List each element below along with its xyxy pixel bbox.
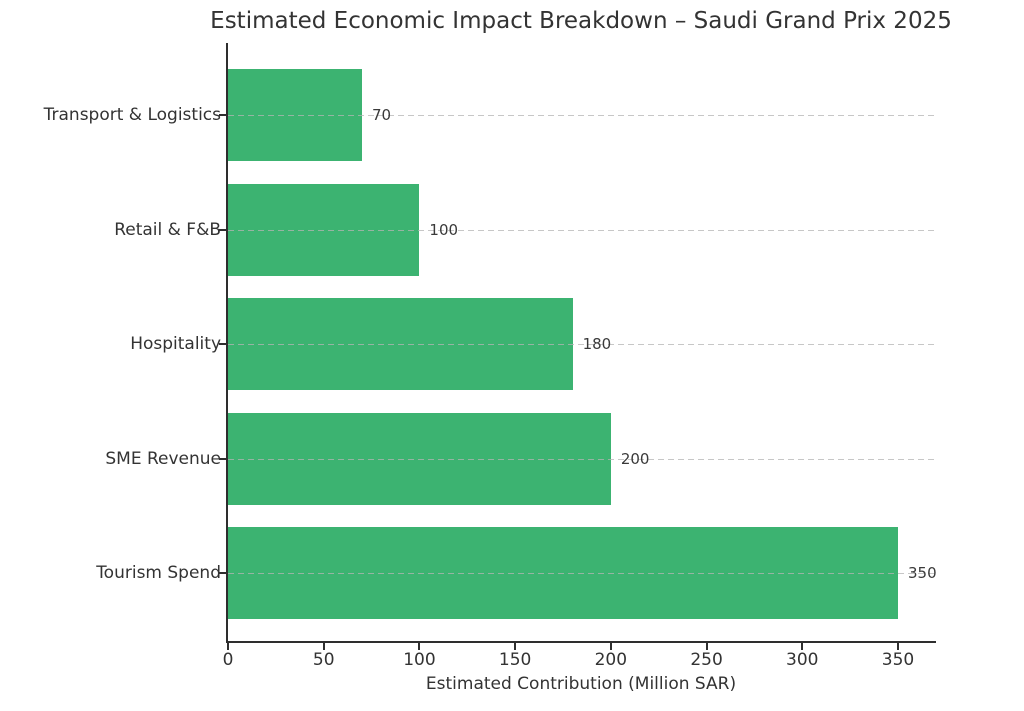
x-tick-mark [801,643,804,650]
x-tick-mark [609,643,612,650]
gridline [228,458,935,460]
x-tick-label: 50 [312,650,335,670]
y-tick-label: Tourism Spend [96,563,221,583]
y-tick-mark [219,457,226,460]
x-tick-label: 0 [222,650,234,670]
y-axis-spine [226,43,228,643]
bar-value-label: 200 [620,449,650,468]
x-tick-mark [514,643,517,650]
y-tick-mark [219,228,226,231]
x-axis-label: Estimated Contribution (Million SAR) [425,674,737,694]
x-tick-mark [227,643,229,650]
gridline [228,229,935,231]
gridline [228,344,935,345]
x-tick-label: 200 [594,650,628,670]
y-tick-label: Retail & F&B [114,219,221,240]
x-tick-mark [705,643,708,650]
y-tick-label: SME Revenue [105,448,221,469]
x-tick-label: 300 [786,650,819,670]
x-tick-label: 350 [881,650,915,670]
x-tick-label: 100 [403,650,436,670]
gridline [228,115,935,116]
x-tick-label: 150 [498,650,532,670]
x-tick-mark [897,643,899,650]
bar-value-label: 180 [582,335,612,353]
x-tick-mark [418,643,421,650]
y-tick-mark [219,343,226,345]
x-tick-mark [322,643,325,650]
y-tick-label: Transport & Logistics [43,105,221,125]
chart-title: Estimated Economic Impact Breakdown – Sa… [210,8,952,34]
y-tick-label: Hospitality [130,334,221,354]
y-tick-mark [219,114,226,116]
y-tick-mark [219,572,226,574]
x-tick-label: 250 [690,650,723,670]
x-axis-spine [226,641,936,643]
bar-value-label: 100 [429,220,459,239]
gridline [228,573,935,574]
bar-value-label: 350 [908,564,937,582]
bar-value-label: 70 [372,106,392,124]
